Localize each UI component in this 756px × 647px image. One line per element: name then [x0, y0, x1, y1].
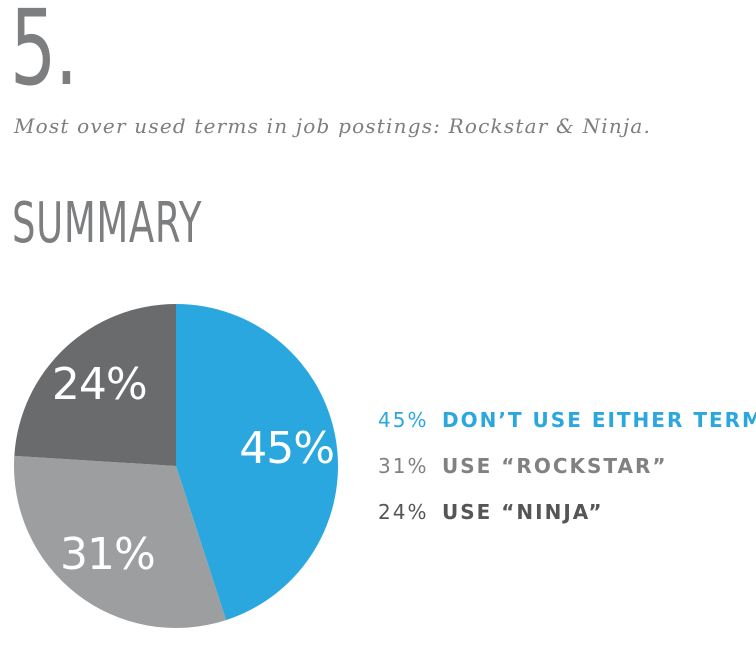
- legend-value: 24%: [378, 500, 429, 524]
- pie-slice-2: [14, 304, 176, 466]
- pie-chart: 45% 31% 24%: [14, 304, 339, 628]
- pie-slice-0: [176, 304, 339, 621]
- legend-item-2: 24% USE “NINJA”: [378, 495, 756, 541]
- section-title: SUMMARY: [12, 191, 203, 256]
- legend-item-0: 45% DON’T USE EITHER TERM: [378, 403, 756, 449]
- pie-label-2: 24%: [52, 359, 147, 410]
- chart-legend: 45% DON’T USE EITHER TERM 31% USE “ROCKSTA…: [378, 403, 756, 541]
- section-number: 5.: [10, 0, 78, 109]
- legend-value: 45%: [378, 408, 429, 432]
- legend-item-1: 31% USE “ROCKSTAR”: [378, 449, 756, 495]
- legend-value: 31%: [378, 454, 429, 478]
- pie-label-0: 45%: [239, 423, 334, 474]
- pie-slice-1: [14, 455, 227, 628]
- legend-label: USE “NINJA”: [442, 500, 604, 524]
- page-subtitle: Most over used terms in job postings: Ro…: [14, 114, 652, 138]
- legend-label: USE “ROCKSTAR”: [442, 454, 668, 478]
- legend-label: DON’T USE EITHER TERM: [442, 408, 756, 432]
- pie-label-1: 31%: [60, 529, 155, 580]
